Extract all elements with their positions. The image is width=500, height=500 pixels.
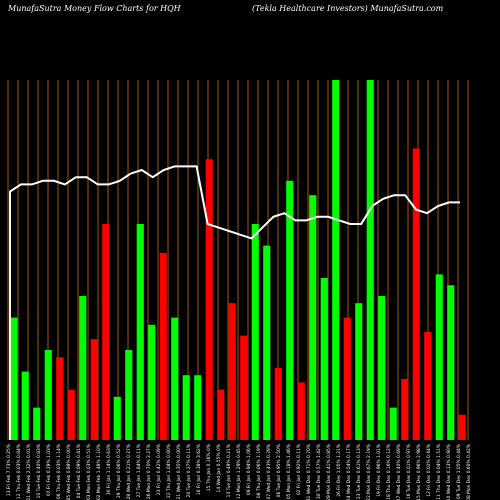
x-tick-label: 23 Tue Dec 0.61% 0.13% [356, 444, 362, 499]
money-flow-bar [113, 396, 121, 440]
x-tick-label: 29 Thu Jan 0.06% 0.52% [116, 444, 122, 498]
chart-title: MunafaSutra Money Flow Charts for HQH [8, 4, 181, 13]
money-flow-bar [33, 407, 41, 440]
x-tick-label: 04 Tue Feb 0.09% 0.41% [76, 444, 82, 498]
x-tick-label: 30 Fri Jan 1.14% 0.63% [106, 444, 112, 495]
money-flow-bar [217, 389, 225, 440]
money-flow-bar [458, 414, 466, 440]
money-flow-bar [355, 303, 363, 440]
x-tick-label: 26 Fri Dec 1.05% 1.21% [336, 444, 342, 497]
money-flow-bar [228, 303, 236, 440]
money-flow-bar [309, 195, 317, 440]
x-tick-label: 11 Thu Dec 0.04% 1.51% [436, 444, 442, 500]
money-flow-bar [159, 252, 167, 440]
x-tick-label: 09 Fri Jan 0.94% 1.06% [246, 444, 252, 495]
x-tick-label: 07 Fri Feb 0.29% 1.03% [46, 444, 52, 496]
money-flow-bar [447, 285, 455, 440]
money-flow-bar [10, 317, 18, 440]
money-flow-bar [274, 368, 282, 440]
x-tick-label: 08 Thu Jan 0.06% 1.19% [256, 444, 262, 498]
x-tick-label: 13 Fri Feb 7.73% 0.25% [6, 444, 12, 496]
x-tick-label: 12 Mon Jan 1.29% 0.45% [236, 444, 242, 499]
money-flow-bar [67, 389, 75, 440]
x-tick-label: 16 Tue Dec 0.01% 0.97% [406, 444, 412, 499]
x-tick-label: 15 Thu Jan 0.16% 0% [206, 444, 212, 491]
chart-subtitle: (Tekla Healthcare Investors) MunafaSutra… [252, 4, 444, 13]
x-tick-label: 11 Wed Feb 2.32% 0.01% [26, 444, 32, 500]
money-flow-bar [205, 159, 213, 440]
money-flow-bar [424, 332, 432, 440]
money-flow-bar [320, 278, 328, 440]
money-flow-bar [343, 317, 351, 440]
x-tick-label: 14 Wed Jan 0.55% 0% [216, 444, 222, 492]
x-tick-label: 09 Tue Dec 1.05% 0.44% [456, 444, 462, 499]
money-flow-bar [171, 317, 179, 440]
x-tick-label: 17 Wed Dec 0.40% 0.69% [396, 444, 402, 500]
x-tick-label: 10 Tue Feb 0.40% 0.83% [36, 444, 42, 498]
x-tick-label: 10 Wed Dec 0.13% 0.90% [446, 444, 452, 500]
x-tick-label: 31 Wed Dec 0.71% 0.70% [306, 444, 312, 500]
money-flow-bar [102, 224, 110, 440]
money-flow-bar [90, 339, 98, 440]
money-flow-bar [240, 335, 248, 440]
money-flow-bar [79, 296, 87, 440]
x-tick-label: 20 Tue Jan 0.27% 0.11% [186, 444, 192, 497]
x-tick-label: 22 Thu Jan 1.04% 0.00% [166, 444, 172, 498]
x-tick-label: 30 Tue Dec 0.57% 1.42% [316, 444, 322, 499]
money-flow-bar [297, 382, 305, 440]
x-tick-label: 05 Wed Feb 0.89% 0.00% [66, 444, 72, 500]
x-tick-label: 18 Thu Dec 0.16% 0.12% [386, 444, 392, 500]
money-flow-bar [332, 80, 340, 440]
x-tick-label: 29 Mon Dec 0.41% 0.85% [326, 444, 332, 500]
money-flow-bar [378, 296, 386, 440]
money-flow-bar [148, 324, 156, 440]
money-flow-bar [194, 375, 202, 440]
x-tick-label: 27 Tue Jan 1.84% 0.11% [136, 444, 142, 497]
money-flow-bar [182, 375, 190, 440]
x-tick-label: 02 Fri Jan 0.92% 0.11% [296, 444, 302, 495]
x-tick-label: 26 Mon Jan 0.70% 2.27% [146, 444, 152, 499]
x-tick-label: 07 Wed Jan 0.43% 0.29% [266, 444, 272, 499]
x-tick-label: 12 Fri Dec 0.02% 0.44% [426, 444, 432, 497]
x-tick-label: 28 Wed Jan 0.21% 0.27% [126, 444, 132, 499]
money-flow-bar [389, 407, 397, 440]
x-tick-label: 12 Thu Feb 0.03% 0.84% [16, 444, 22, 499]
money-flow-bar [286, 180, 294, 441]
x-tick-label: 24 Wed Dec 0.54% 0.17% [346, 444, 352, 500]
money-flow-bar [401, 378, 409, 440]
x-tick-label: 16 Fri Jan 0.38% 3.62% [196, 444, 202, 495]
money-flow-bar [56, 357, 64, 440]
money-flow-bar [251, 224, 259, 440]
x-tick-label: 19 Fri Dec 0.96% 1.01% [376, 444, 382, 497]
x-tick-label: 23 Fri Jan 0.42% 0.09% [156, 444, 162, 495]
x-tick-label: 13 Tue Jan 0.49% 0.21% [226, 444, 232, 497]
money-flow-bar [263, 245, 271, 440]
x-tick-label: 08 Mon Dec 0.60% 0.42% [466, 444, 472, 500]
money-flow-bar [366, 80, 374, 440]
x-tick-label: 03 Mon Feb 0.03% 0.51% [86, 444, 92, 500]
money-flow-bar [136, 224, 144, 440]
money-flow-bar [125, 350, 133, 440]
x-tick-label: 02 Mon Feb 1.48% 1.10% [96, 444, 102, 500]
money-flow-bar [21, 371, 29, 440]
money-flow-bar [412, 148, 420, 440]
flow-average-line [9, 165, 460, 440]
x-tick-label: 22 Mon Dec 0.67% 2.19% [366, 444, 372, 500]
x-tick-label: 06 Thu Feb 0.03% 1.14% [56, 444, 62, 499]
money-flow-bar [435, 274, 443, 440]
x-tick-label: 15 Mon Dec 0.96% 2.98% [416, 444, 422, 500]
x-tick-label: 06 Tue Jan 0.95% 2.50% [276, 444, 282, 497]
x-tick-label: 05 Mon Jan 0.18% 1.46% [286, 444, 292, 499]
x-tick-label: 21 Wed Jan 0.35% 0.00% [176, 444, 182, 499]
money-flow-bar [44, 350, 52, 440]
